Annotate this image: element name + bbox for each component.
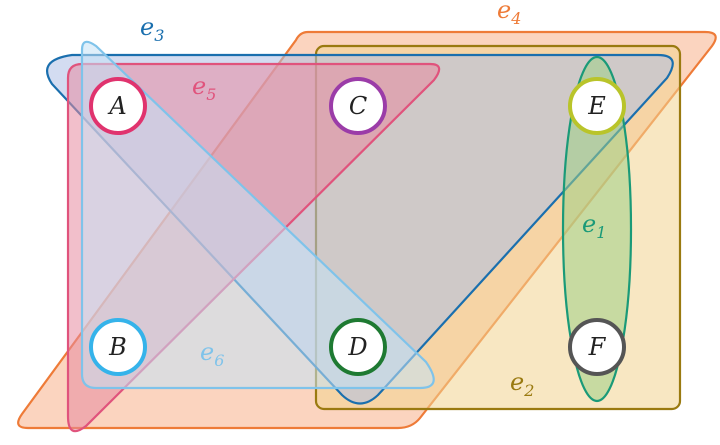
hyperedge-e5-label: e5 <box>192 72 216 104</box>
node-a: A <box>89 77 147 135</box>
node-d: D <box>329 318 387 376</box>
node-c-label: C <box>349 92 367 120</box>
node-c: C <box>329 77 387 135</box>
node-b: B <box>89 318 147 376</box>
hyperedge-e3-label: e3 <box>140 13 164 45</box>
node-a-circle <box>89 77 147 135</box>
node-f-label: F <box>588 333 607 361</box>
node-e-label: E <box>587 92 606 120</box>
node-d-circle <box>329 318 387 376</box>
node-e: E <box>568 77 626 135</box>
node-a-label: A <box>107 92 126 120</box>
node-b-label: B <box>108 333 127 361</box>
hyperedge-e1-label: e1 <box>582 210 606 242</box>
hyperedge-e4-label: e4 <box>497 0 521 28</box>
hyperedge-e6-label: e6 <box>200 338 224 370</box>
node-b-circle <box>89 318 147 376</box>
hyperedge-e6-shape <box>80 40 435 390</box>
node-d-label: D <box>347 333 367 361</box>
hyperedge-e1-shape <box>561 55 633 403</box>
node-f-circle <box>568 318 626 376</box>
node-e-circle <box>568 77 626 135</box>
node-f: F <box>568 318 626 376</box>
hyperedge-e2-label: e2 <box>510 368 534 400</box>
node-c-circle <box>329 77 387 135</box>
